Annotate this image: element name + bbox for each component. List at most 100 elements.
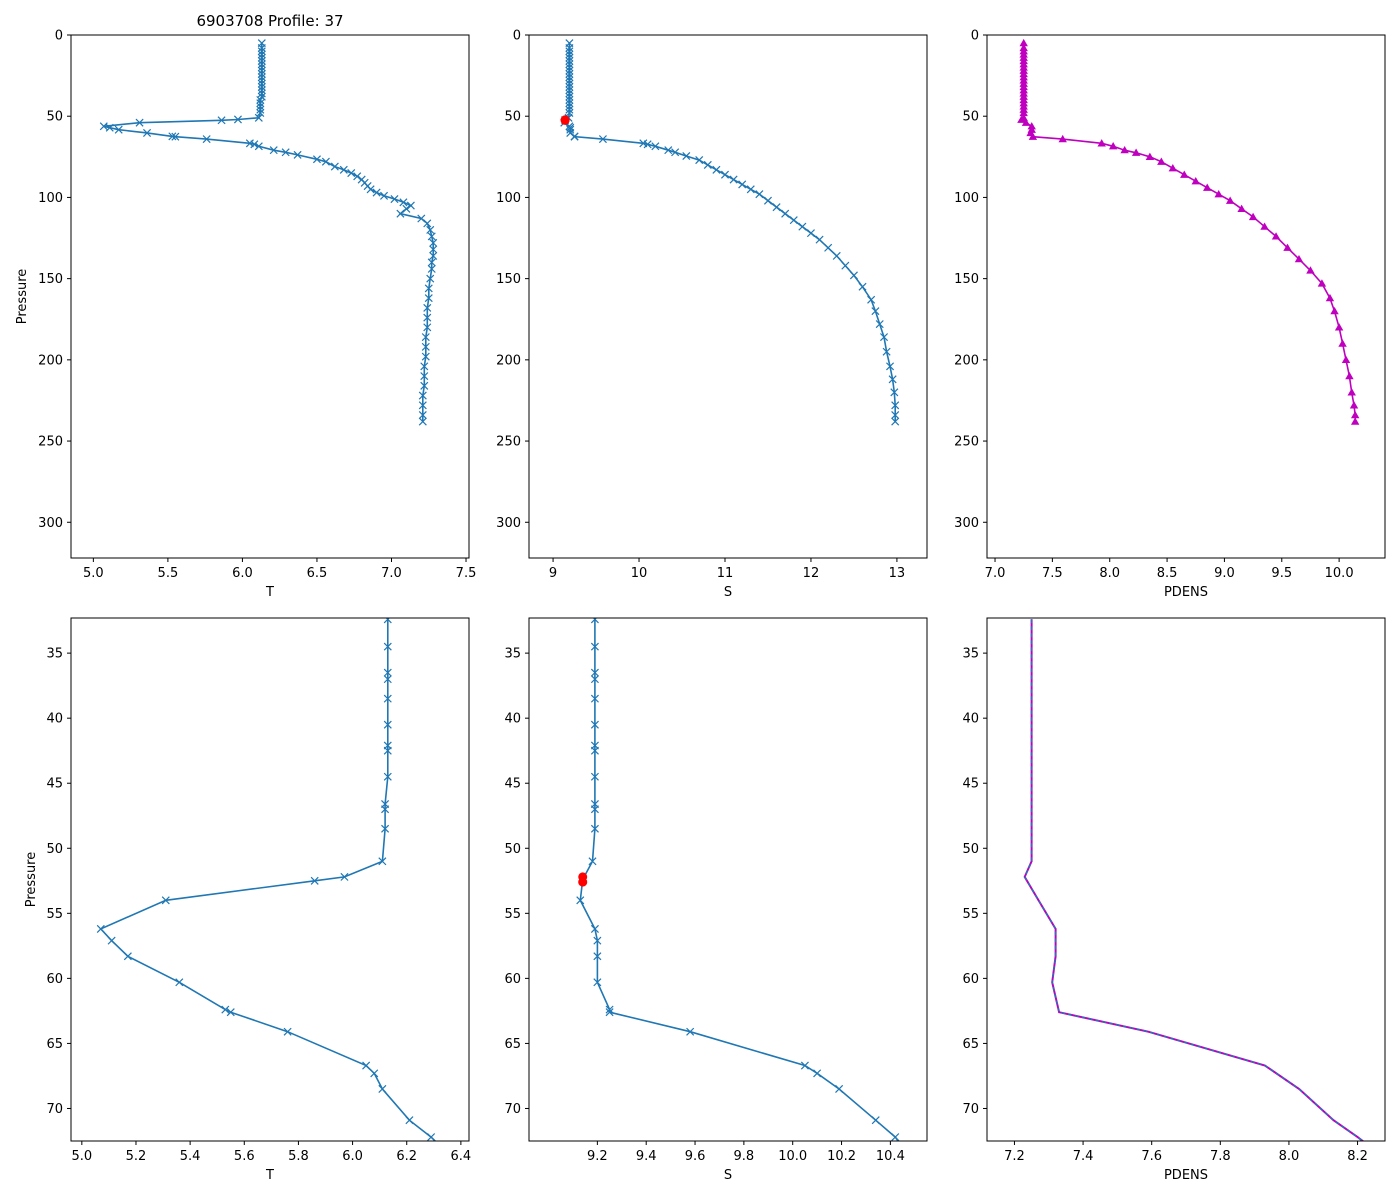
point-marker [380,191,389,200]
y-tick-label: 45 [962,777,979,792]
x-tick-label: 5.8 [288,1149,309,1164]
x-tick-label: 10 [631,566,648,581]
point-marker [871,1116,880,1125]
point-marker [281,148,290,157]
y-tick-label: 70 [962,1102,979,1117]
point-marker [269,146,278,155]
axes-frame [528,617,928,1142]
x-tick-label: 6.2 [396,1149,417,1164]
y-tick-label: 60 [504,972,521,987]
point-marker [402,204,411,213]
point-marker [396,209,405,218]
point-marker [310,876,319,885]
x-tick-label: 10.2 [827,1149,856,1164]
y-tick-label: 40 [46,712,63,727]
y-tick-label: 50 [962,110,979,125]
point-marker [423,313,432,322]
point-marker [593,952,602,961]
point-marker [383,668,392,677]
point-marker [1097,139,1106,147]
point-marker [421,333,430,342]
point-marker [142,128,152,137]
point-marker [418,411,427,420]
point-marker [891,1133,900,1141]
plot-area-bottom-pdens [1023,619,1365,1141]
point-marker [321,157,330,166]
series-line-T [103,43,435,422]
point-marker [381,824,390,833]
point-marker [763,196,772,205]
point-marker [383,694,392,703]
point-marker [1017,115,1026,123]
y-tick-label: 50 [962,842,979,857]
point-marker [423,303,432,312]
point-marker [312,155,321,164]
y-tick-label: 70 [46,1102,63,1117]
point-marker [888,375,897,384]
point-marker [96,924,105,933]
point-marker [383,642,392,651]
y-tick-label: 0 [513,29,521,44]
point-marker [879,333,889,342]
point-marker [1271,232,1281,240]
point-marker [1294,254,1304,263]
point-marker [576,896,585,905]
point-marker [695,156,704,165]
point-marker [1145,152,1155,160]
point-marker [1345,371,1354,380]
plot-area-top-s [560,39,900,426]
series-line-PDENS [1023,619,1365,1141]
x-tick-label: 5.5 [158,566,179,581]
point-marker [135,118,144,127]
point-marker [1349,401,1359,409]
point-marker [171,132,180,141]
point-marker [875,320,884,329]
point-marker [1248,212,1258,221]
point-marker [417,214,426,223]
x-tick-label: 9.8 [734,1149,755,1164]
point-marker [406,201,415,210]
point-marker [257,73,266,82]
point-marker [1214,189,1223,198]
point-marker [867,295,876,304]
y-tick-label: 50 [46,110,63,125]
point-marker [1021,118,1031,126]
x-axis-label: S [724,585,732,600]
point-marker [590,924,599,933]
point-marker [257,89,266,98]
y-tick-label: 40 [504,712,521,727]
point-marker [598,135,607,144]
point-marker [671,148,680,157]
x-tick-label: 5.2 [126,1149,147,1164]
x-axis-label: T [265,585,274,600]
point-marker [256,95,265,104]
point-marker [257,63,266,72]
point-marker [339,165,348,174]
point-marker [891,401,900,410]
point-marker [565,50,574,59]
y-tick-label: 250 [38,435,63,450]
point-marker [1019,38,1028,47]
point-marker [565,86,574,95]
point-marker [1347,388,1356,396]
point-marker [1350,410,1360,419]
point-marker [233,115,242,124]
x-tick-label: 5.0 [71,1149,92,1164]
chart-top-t: 5.0 5.5 6.0 6.5 7.0 7.5 0 50 100 150 200 250 300 T Pre… [15,29,476,601]
y-tick-label: 50 [46,842,63,857]
point-marker [370,1069,379,1078]
y-tick-label: 100 [954,191,979,206]
point-marker [565,69,574,79]
y-tick-label: 40 [962,712,979,727]
point-marker [256,99,265,108]
point-marker [202,135,211,144]
chart-bottom-t: 5.0 5.2 5.4 5.6 5.8 6.0 6.2 6.4 35 40 45 50 55 60 65 70… [24,617,471,1183]
point-marker [703,160,712,169]
x-axis-label: PDENS [1164,1168,1208,1183]
x-tick-label: 7.6 [1141,1149,1162,1164]
point-marker [1325,293,1335,302]
point-marker [565,43,574,53]
point-marker [347,169,356,178]
point-marker [424,284,433,293]
